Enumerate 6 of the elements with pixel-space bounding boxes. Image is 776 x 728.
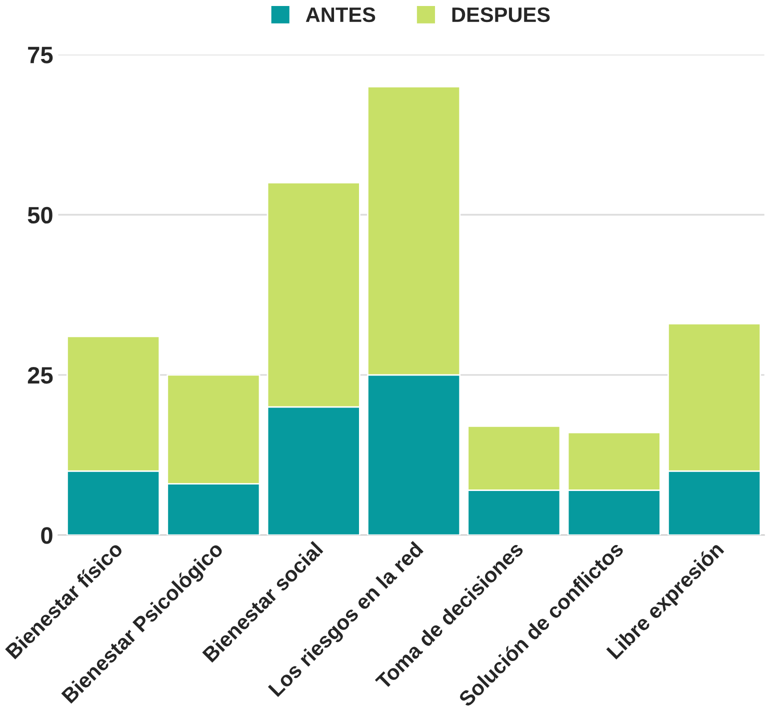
y-tick-label: 0 <box>41 527 52 544</box>
legend-label: DESPUES <box>452 7 550 22</box>
y-tick-label: 50 <box>28 206 52 224</box>
y-tick-label: 25 <box>28 366 53 384</box>
y-tick-label: 75 <box>28 46 53 64</box>
legend-label: ANTES <box>306 7 376 22</box>
